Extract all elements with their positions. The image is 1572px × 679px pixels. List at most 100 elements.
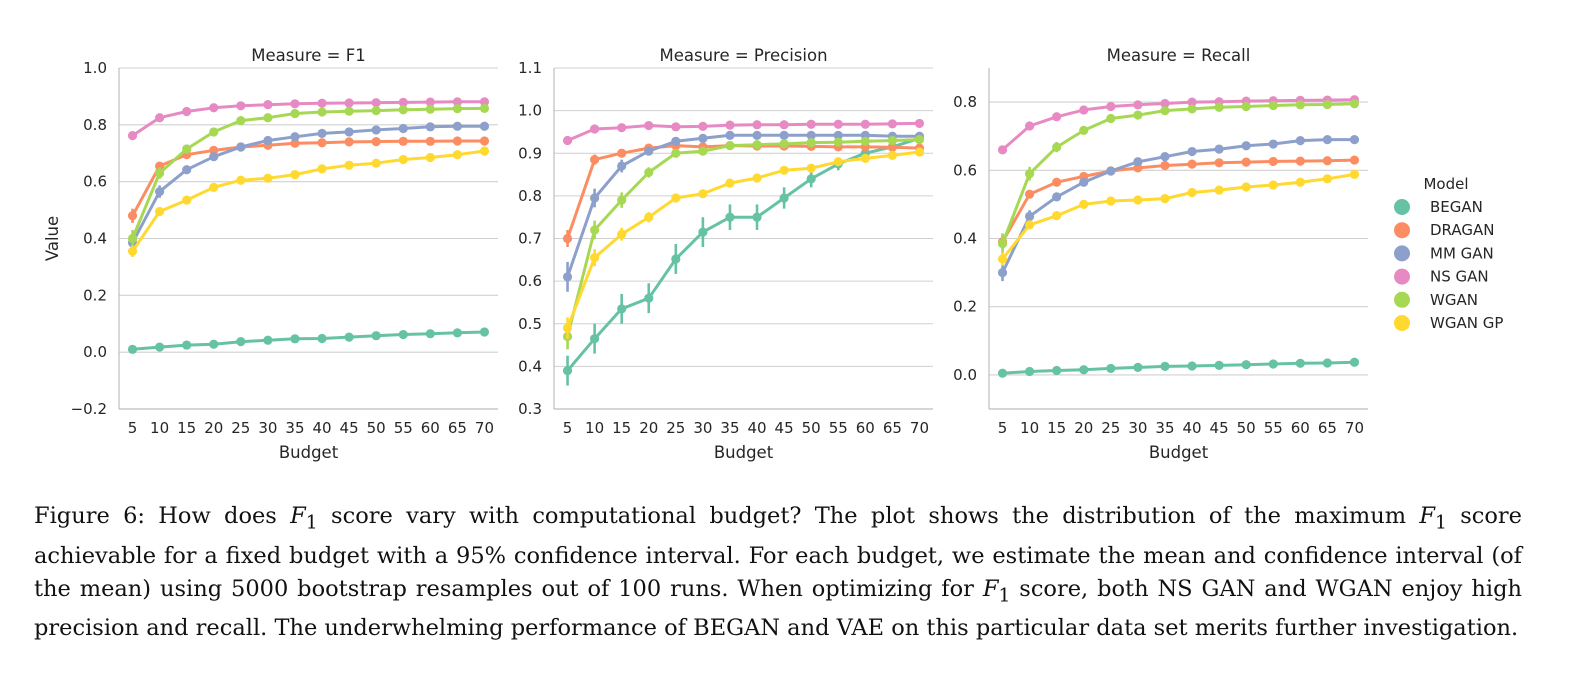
data-point <box>860 136 870 146</box>
x-tick-label: 10 <box>150 419 169 437</box>
data-point <box>1160 160 1170 171</box>
data-point <box>1241 360 1251 370</box>
data-point <box>1106 363 1116 374</box>
data-point <box>425 104 435 114</box>
data-point <box>398 105 408 115</box>
data-point <box>1133 362 1143 372</box>
data-point <box>263 335 273 345</box>
data-point <box>671 254 681 264</box>
data-point <box>1052 177 1062 187</box>
data-point <box>590 225 600 235</box>
data-point <box>1160 361 1170 371</box>
caption-math-sub: 1 <box>305 512 318 534</box>
data-point <box>127 344 138 354</box>
series-ns-gan <box>127 97 490 141</box>
legend-marker <box>1394 315 1410 331</box>
x-tick-label: 50 <box>802 419 821 437</box>
data-point <box>127 131 138 141</box>
legend-label: WGAN <box>1430 291 1478 309</box>
x-tick-label: 25 <box>666 419 685 437</box>
data-point <box>997 239 1008 249</box>
data-point <box>562 272 573 282</box>
x-tick-label: 55 <box>829 419 848 437</box>
legend-item: WGAN GP <box>1394 314 1503 332</box>
x-tick-label: 50 <box>367 419 386 437</box>
data-point <box>1349 99 1360 109</box>
data-point <box>725 212 735 222</box>
series-ns-gan <box>562 118 925 146</box>
x-tick-label: 40 <box>1182 419 1201 437</box>
y-tick-label: 0.2 <box>83 286 107 304</box>
data-point <box>317 107 327 117</box>
data-point <box>1133 100 1143 110</box>
panel-2: 0.3 0.4 0.5 0.6 0.7 0.8 0.9 1.0 1.1 5 10 15 20 25 30 35… <box>518 46 933 462</box>
data-point <box>155 168 165 178</box>
data-point <box>1133 195 1143 205</box>
data-point <box>997 254 1008 264</box>
x-tick-label: 45 <box>775 419 794 437</box>
data-point <box>344 332 354 342</box>
data-point <box>371 98 381 108</box>
x-tick-label: 50 <box>1237 419 1256 437</box>
legend-label: MM GAN <box>1430 244 1494 262</box>
data-point <box>479 327 490 337</box>
series-dragan <box>997 155 1360 249</box>
data-point <box>1160 152 1170 162</box>
data-point <box>997 145 1008 155</box>
data-point <box>1268 359 1278 369</box>
data-point <box>290 138 300 148</box>
data-point <box>317 333 327 344</box>
data-point <box>1214 360 1224 370</box>
data-point <box>425 122 435 132</box>
x-axis-label: Budget <box>279 443 339 462</box>
y-tick-label: 1.0 <box>83 59 107 77</box>
x-tick-label: 60 <box>421 419 440 437</box>
y-tick-label: 0.0 <box>953 366 977 384</box>
data-point <box>617 148 627 158</box>
data-point <box>1052 142 1062 152</box>
data-point <box>1079 105 1089 115</box>
data-point <box>887 119 897 129</box>
data-point <box>1025 189 1035 199</box>
data-point <box>1160 194 1170 204</box>
data-point <box>725 178 735 188</box>
data-point <box>644 167 654 178</box>
legend-marker <box>1394 222 1410 239</box>
x-tick-label: 45 <box>1210 419 1229 437</box>
data-point <box>452 328 462 338</box>
data-point <box>779 120 789 130</box>
data-point <box>644 120 654 131</box>
data-point <box>425 329 435 339</box>
legend-marker <box>1394 291 1410 308</box>
y-tick-label: 0.8 <box>953 93 977 111</box>
legend-item: BEGAN <box>1394 198 1483 216</box>
x-tick-label: 60 <box>1291 419 1310 437</box>
data-point <box>833 137 843 147</box>
data-point <box>698 133 708 143</box>
data-point <box>155 161 165 171</box>
data-point <box>127 233 138 244</box>
data-point <box>1268 180 1278 190</box>
x-tick-label: 40 <box>312 419 331 437</box>
data-point <box>779 165 789 175</box>
series-line <box>1001 102 1355 245</box>
caption-model-name: NS GAN <box>1157 575 1256 602</box>
data-point <box>290 99 300 109</box>
y-tick-label: 0.2 <box>953 298 977 316</box>
series-wgan-gp <box>997 169 1360 266</box>
data-point <box>1052 112 1062 122</box>
data-point <box>1214 185 1224 195</box>
caption-math: F <box>1419 503 1435 529</box>
data-point <box>887 142 897 152</box>
data-point <box>914 147 925 157</box>
x-tick-label: 35 <box>720 419 739 437</box>
panel-title: Measure = Recall <box>1107 46 1251 65</box>
data-point <box>1052 211 1062 221</box>
x-tick-label: 20 <box>204 419 223 437</box>
x-tick-label: 15 <box>612 419 631 437</box>
data-point <box>590 124 600 134</box>
legend-label: NS GAN <box>1430 268 1489 286</box>
data-point <box>698 146 708 156</box>
data-point <box>1241 141 1251 151</box>
